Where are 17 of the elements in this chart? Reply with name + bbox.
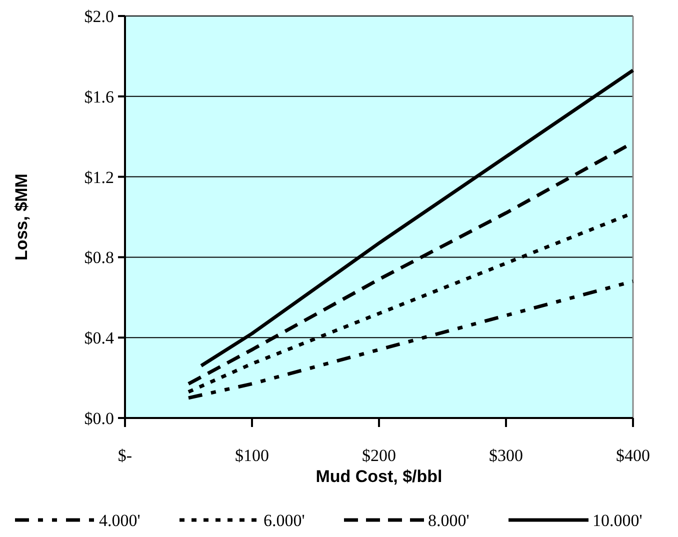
x-tick-label: $- — [118, 446, 132, 465]
x-axis-title: Mud Cost, $/bbl — [316, 467, 442, 486]
x-tick-label: $400 — [616, 446, 650, 465]
y-tick-label: $0.8 — [84, 248, 114, 268]
y-axis-title: Loss, $MM — [12, 174, 31, 260]
y-tick-label: $0.0 — [84, 408, 114, 428]
x-tick-label: $300 — [489, 446, 523, 465]
x-tick-label: $200 — [362, 446, 396, 465]
legend-label: 4.000' — [99, 511, 140, 530]
y-tick-label: $0.4 — [84, 328, 114, 348]
x-tick-label: $100 — [235, 446, 269, 465]
y-tick-label: $1.2 — [84, 168, 114, 187]
legend-label: 6.000' — [264, 511, 305, 530]
y-tick-label: $1.6 — [84, 87, 114, 106]
legend-label: 10.000' — [592, 511, 642, 530]
legend-label: 8.000' — [428, 511, 470, 530]
y-tick-label: $2.0 — [84, 6, 114, 26]
